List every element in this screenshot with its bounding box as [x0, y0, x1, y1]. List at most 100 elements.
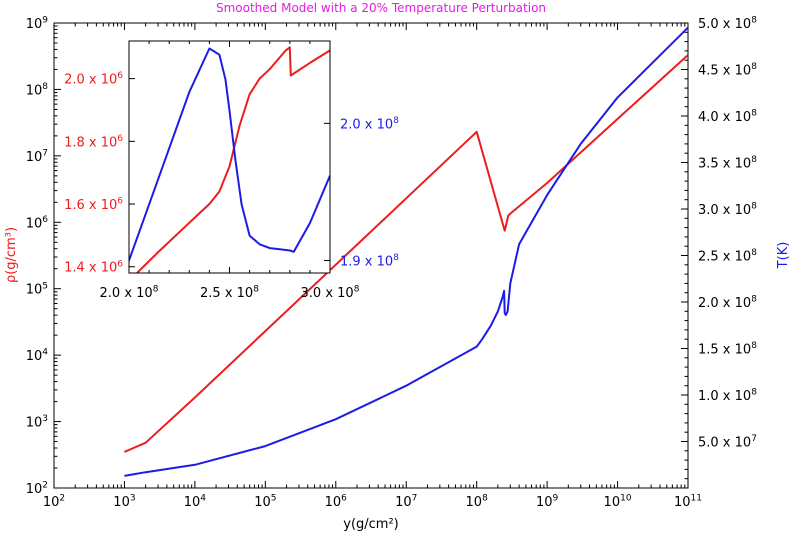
x-axis-label: y(g/cm²) — [343, 517, 399, 532]
left-tick-label: 105 — [26, 281, 48, 297]
x-tick-label: 1011 — [674, 494, 702, 510]
inset-right-tick-label: 2.0 x 108 — [340, 116, 399, 132]
left-tick-label-exponent: 3 — [42, 414, 48, 424]
inset-right-tick-label-base: 1.9 x 10 — [340, 255, 393, 270]
inset-x-tick-label: 2.5 x 108 — [200, 285, 259, 301]
left-tick-label: 104 — [26, 348, 49, 364]
x-tick-label: 104 — [184, 494, 207, 510]
right-tick-label-base: 4.5 x 10 — [698, 64, 751, 79]
main-series-group — [124, 26, 689, 477]
x-tick-label-base: 10 — [395, 495, 412, 510]
right-tick-label-exponent: 7 — [751, 434, 757, 444]
x-tick-label: 102 — [43, 494, 65, 510]
right-tick-label: 2.0 x 108 — [698, 295, 757, 311]
right-tick-label: 1.5 x 108 — [698, 341, 757, 357]
right-tick-label-base: 3.0 x 10 — [698, 203, 751, 218]
inset-left-tick-label-exponent: 6 — [117, 71, 123, 81]
inset-right-tick-label-base: 2.0 x 10 — [340, 117, 393, 132]
inset-density-series-line — [136, 46, 330, 273]
right-tick-label-base: 1.0 x 10 — [698, 389, 751, 404]
x-tick-label-exponent: 2 — [59, 494, 65, 504]
inset-x-tick-label-base: 2.5 x 10 — [200, 286, 253, 301]
inset-right-tick-label-exponent: 8 — [393, 253, 399, 263]
left-tick-label: 103 — [26, 414, 48, 430]
inset-left-tick-label: 1.4 x 106 — [64, 259, 123, 275]
inset-x-tick-label-exponent: 8 — [354, 285, 360, 295]
right-tick-label-exponent: 8 — [751, 155, 757, 165]
right-tick-label-base: 4.0 x 10 — [698, 110, 751, 125]
x-tick-label-base: 10 — [674, 495, 691, 510]
left-tick-label: 108 — [26, 82, 49, 98]
inset-plot-frame — [128, 40, 331, 274]
inset-right-tick-label-exponent: 8 — [393, 116, 399, 126]
x-tick-label-exponent: 7 — [412, 494, 418, 504]
right-tick-label: 1.0 x 108 — [698, 388, 757, 404]
left-tick-label-exponent: 9 — [42, 16, 48, 26]
left-tick-label-base: 10 — [26, 349, 43, 364]
left-tick-label-exponent: 4 — [42, 348, 48, 358]
x-tick-label-exponent: 8 — [482, 494, 488, 504]
x-tick-label-exponent: 9 — [553, 494, 559, 504]
right-tick-label-base: 5.0 x 10 — [698, 17, 751, 32]
x-tick-label-base: 10 — [325, 495, 342, 510]
right-tick-label-exponent: 8 — [751, 295, 757, 305]
inset-x-tick-label-exponent: 8 — [153, 285, 159, 295]
right-tick-label-base: 2.5 x 10 — [698, 250, 751, 265]
x-tick-label-base: 10 — [466, 495, 483, 510]
left-tick-label: 106 — [26, 215, 49, 231]
right-tick-label: 4.0 x 108 — [698, 109, 757, 125]
right-tick-label-exponent: 8 — [751, 16, 757, 26]
x-tick-label: 106 — [325, 494, 348, 510]
x-tick-label-exponent: 6 — [341, 494, 347, 504]
temperature-series-line — [124, 26, 689, 477]
x-tick-label: 1010 — [604, 494, 632, 510]
x-tick-label-base: 10 — [536, 495, 553, 510]
left-tick-label: 107 — [26, 148, 48, 164]
inset-right-tick-label: 1.9 x 108 — [340, 253, 399, 269]
right-tick-label-exponent: 8 — [751, 202, 757, 212]
inset-x-tick-label-base: 3.0 x 10 — [301, 286, 354, 301]
left-tick-label-exponent: 6 — [42, 215, 48, 225]
x-tick-label-base: 10 — [113, 495, 130, 510]
left-tick-label-base: 10 — [26, 283, 43, 298]
inset-x-tick-label: 2.0 x 108 — [100, 285, 159, 301]
right-tick-label-exponent: 8 — [751, 388, 757, 398]
inset-left-tick-label-exponent: 6 — [117, 134, 123, 144]
x-tick-label-base: 10 — [43, 495, 60, 510]
x-tick-label: 103 — [113, 494, 135, 510]
right-tick-label: 2.5 x 108 — [698, 248, 757, 264]
x-tick-label-base: 10 — [254, 495, 271, 510]
right-tick-label: 4.5 x 108 — [698, 62, 757, 78]
right-tick-label: 3.0 x 108 — [698, 202, 757, 218]
inset-left-tick-label-exponent: 6 — [117, 259, 123, 269]
right-tick-label-base: 2.0 x 10 — [698, 296, 751, 311]
inset-left-tick-label-base: 1.8 x 10 — [64, 135, 117, 150]
x-tick-label-exponent: 4 — [200, 494, 206, 504]
right-tick-label-exponent: 8 — [751, 62, 757, 72]
inset-left-tick-label: 2.0 x 106 — [64, 71, 123, 87]
inset-left-tick-label-base: 2.0 x 10 — [64, 73, 117, 88]
left-tick-label-base: 10 — [26, 216, 43, 231]
right-tick-label-exponent: 8 — [751, 248, 757, 258]
inset-left-tick-label: 1.8 x 106 — [64, 134, 123, 150]
inset-left-tick-label-base: 1.6 x 10 — [64, 198, 117, 213]
density-series-line — [124, 54, 689, 453]
inset-x-tick-label-base: 2.0 x 10 — [100, 286, 153, 301]
left-tick-label-base: 10 — [26, 150, 43, 165]
left-tick-label-exponent: 2 — [42, 481, 48, 491]
right-tick-label: 5.0 x 107 — [698, 434, 757, 450]
x-tick-label-exponent: 5 — [271, 494, 277, 504]
left-tick-label-exponent: 8 — [42, 82, 48, 92]
inset-left-tick-label-exponent: 6 — [117, 197, 123, 207]
left-tick-label: 109 — [26, 16, 49, 32]
inset-x-tick-label: 3.0 x 108 — [301, 285, 360, 301]
main-axis-ticks: 102 103 104 105 106 107 108 109 1010 101110210310… — [26, 16, 757, 510]
left-tick-label: 102 — [26, 481, 48, 497]
left-tick-label-exponent: 5 — [42, 281, 48, 291]
x-tick-label-exponent: 10 — [620, 494, 632, 504]
x-tick-label: 107 — [395, 494, 417, 510]
x-tick-label-exponent: 3 — [130, 494, 136, 504]
